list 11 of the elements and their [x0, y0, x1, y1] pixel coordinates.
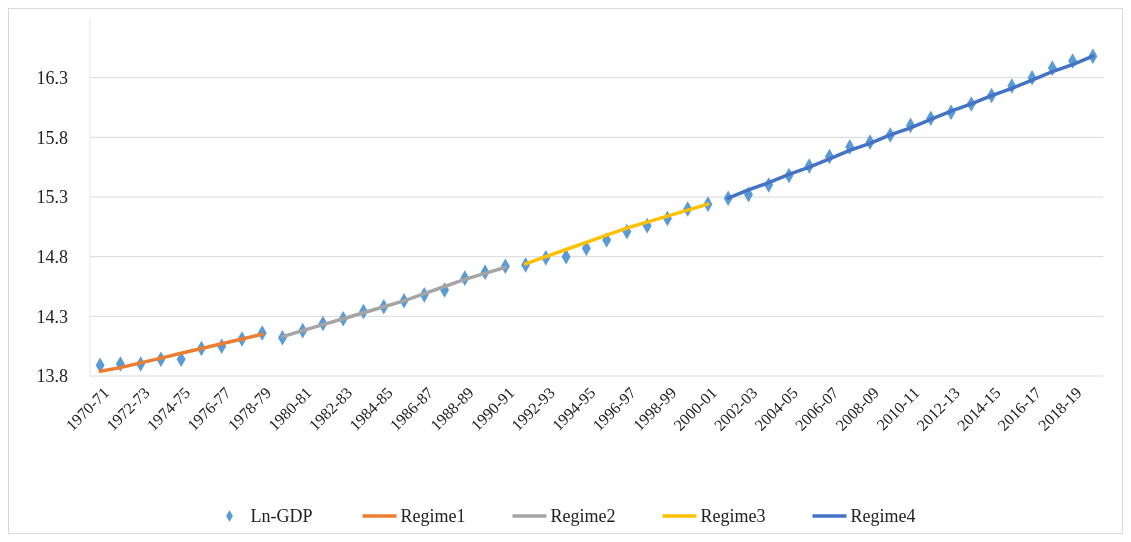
- legend-label: Regime3: [700, 506, 766, 527]
- legend-label: Regime2: [550, 506, 616, 527]
- y-tick-label: 14.8: [36, 246, 68, 267]
- legend-label: Regime4: [850, 506, 916, 527]
- legend-label: Regime1: [400, 506, 466, 527]
- legend-label: Ln-GDP: [250, 506, 313, 527]
- y-tick-label: 15.3: [36, 187, 68, 208]
- y-tick-label: 14.3: [36, 306, 68, 327]
- y-tick-label: 16.3: [36, 67, 68, 88]
- y-tick-label: 13.8: [36, 366, 68, 387]
- y-tick-label: 15.8: [36, 127, 68, 148]
